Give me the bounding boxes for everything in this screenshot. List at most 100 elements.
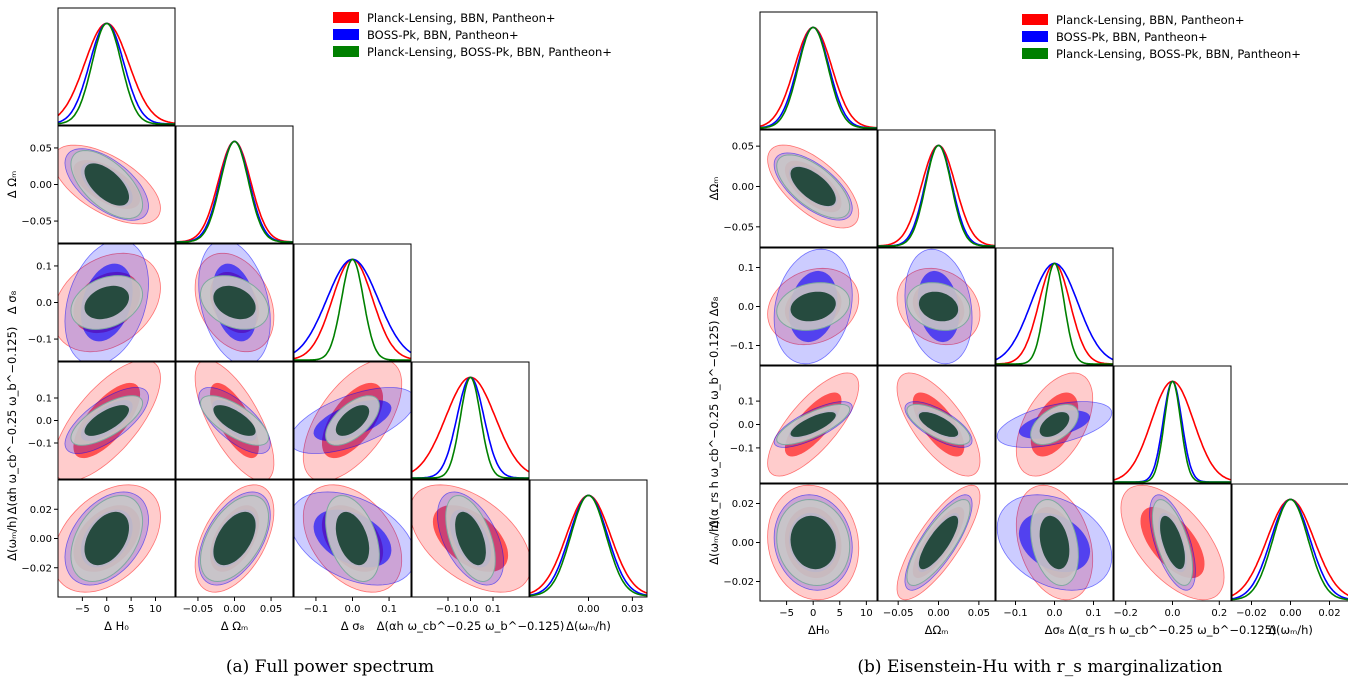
y-tick-label: 0.1 (36, 394, 52, 405)
panel-3-3 (1114, 380, 1231, 483)
y-tick-label: 0.00 (30, 180, 52, 191)
x-tick-label: −0.05 (183, 604, 214, 615)
marginal-curve-2 (58, 22, 175, 125)
panel-2-2 (294, 258, 411, 361)
panel-4-1 (896, 484, 981, 601)
y-tick-label: −0.05 (723, 222, 754, 233)
y-tick-label: −0.1 (28, 335, 52, 346)
marginal-curve-0 (412, 376, 529, 473)
y-axis-label: Δ(ωₘ/h) (707, 520, 721, 565)
x-tick-label: 0.00 (927, 608, 949, 619)
contour-68-2 (790, 291, 836, 322)
y-tick-label: −0.1 (730, 443, 754, 454)
y-tick-label: 0.1 (738, 263, 754, 274)
marginal-curve-0 (176, 140, 293, 243)
panel-3-3 (412, 376, 529, 479)
x-axis-label: Δ(α_rs h ω_cb^−0.25 ω_b^−0.125) (1069, 623, 1277, 637)
contour-68-2 (335, 405, 370, 436)
marginal-curve-2 (176, 140, 293, 243)
legend-swatch (333, 29, 359, 40)
legend-label: Planck-Lensing, BOSS-Pk, BBN, Pantheon+ (1056, 47, 1301, 61)
panel-frame (175, 243, 294, 362)
x-axis-label: Δσ₈ (1045, 623, 1065, 637)
marginal-curve-1 (878, 144, 995, 247)
y-axis-label: Δ(αh ω_cb^−0.25 ω_b^−0.125) (5, 327, 19, 515)
x-tick-label: 0.2 (1211, 608, 1227, 619)
panel-0-0 (760, 26, 877, 129)
y-tick-label: 0.00 (30, 534, 52, 545)
contour-68-2 (84, 405, 129, 436)
y-axis-label: Δ(ωₘ/h) (5, 516, 19, 561)
contour-68-2 (213, 285, 256, 320)
x-tick-label: 0.00 (223, 604, 245, 615)
x-tick-label: 0 (810, 608, 816, 619)
y-tick-label: −0.02 (21, 563, 52, 574)
y-tick-label: 0.0 (36, 416, 52, 427)
x-tick-label: 0.05 (968, 608, 990, 619)
y-axis-label: Δ(α_rs h ω_cb^−0.25 ω_b^−0.125) (707, 321, 721, 529)
legend-label: Planck-Lensing, BOSS-Pk, BBN, Pantheon+ (367, 45, 612, 59)
legend-label: Planck-Lensing, BBN, Pantheon+ (367, 11, 556, 25)
panel-0-0 (58, 22, 175, 125)
corner-plot-figure: −0.050.000.05Δ Ωₘ−0.10.00.1Δ σ₈−0.10.00.… (5, 7, 1348, 637)
marginal-curve-0 (294, 258, 411, 360)
panel-2-1 (194, 244, 275, 361)
x-axis-label: ΔΩₘ (925, 623, 949, 637)
marginal-curve-2 (412, 376, 529, 479)
x-axis-label: Δ σ₈ (341, 619, 365, 633)
panel-frame (57, 7, 176, 126)
marginal-curve-0 (996, 262, 1113, 365)
legend-label: BOSS-Pk, BBN, Pantheon+ (1056, 30, 1208, 44)
panel-frame (877, 247, 996, 366)
marginal-curve-2 (530, 494, 647, 597)
panel-3-2 (996, 372, 1113, 477)
x-tick-label: −0.1 (304, 604, 328, 615)
y-tick-label: 0.05 (732, 142, 754, 153)
x-tick-label: 0.1 (485, 604, 501, 615)
panel-frame (877, 129, 996, 248)
legend-swatch (333, 46, 359, 57)
marginal-curve-0 (530, 494, 647, 594)
x-tick-label: −5 (75, 604, 90, 615)
x-tick-label: −0.2 (1114, 608, 1138, 619)
panel-4-4 (530, 494, 647, 597)
y-tick-label: −0.02 (723, 577, 754, 588)
panel-frame (995, 365, 1114, 484)
panel-2-0 (767, 248, 860, 365)
panel-3-1 (194, 362, 275, 479)
x-axis-label: Δ H₀ (104, 619, 129, 633)
marginal-curve-2 (878, 144, 995, 247)
x-tick-label: 0.1 (381, 604, 397, 615)
y-tick-label: −0.1 (730, 341, 754, 352)
marginal-curve-1 (412, 376, 529, 479)
x-tick-label: 0.00 (1279, 608, 1301, 619)
contour-68-2 (213, 405, 256, 436)
panel-4-0 (767, 484, 860, 601)
panel-4-0 (58, 484, 161, 593)
marginal-curve-0 (1114, 380, 1231, 481)
panel-frame (411, 361, 530, 480)
contour-68-2 (335, 511, 370, 566)
contour-68-2 (918, 515, 959, 570)
panel-3-2 (294, 362, 411, 479)
contour-68-2 (790, 515, 836, 570)
panel-frame (877, 365, 996, 484)
x-axis-label: ΔH₀ (808, 623, 830, 637)
legend-label: Planck-Lensing, BBN, Pantheon+ (1056, 13, 1245, 27)
marginal-curve-1 (58, 22, 175, 125)
y-tick-label: 0.02 (30, 505, 52, 516)
x-axis-label: Δ(αh ω_cb^−0.25 ω_b^−0.125) (377, 619, 565, 633)
contour-68-2 (213, 511, 256, 566)
contour-68-2 (84, 285, 129, 320)
panel-4-1 (194, 484, 275, 593)
caption-full-power-spectrum: (a) Full power spectrum (225, 657, 435, 677)
panel-4-3 (1120, 484, 1225, 601)
panel-1-1 (176, 140, 293, 243)
marginal-curve-0 (760, 26, 877, 129)
marginal-curve-0 (58, 22, 175, 124)
marginal-curve-1 (176, 140, 293, 243)
contour-68-2 (1160, 515, 1185, 570)
x-tick-label: 0.0 (1047, 608, 1063, 619)
x-axis-label: Δ(ωₘ/h) (566, 619, 611, 633)
x-tick-label: 0.0 (463, 604, 479, 615)
